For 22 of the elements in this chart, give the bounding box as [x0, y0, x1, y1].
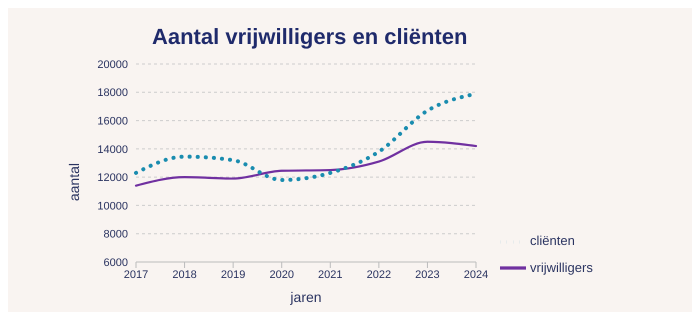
- x-tick-label: 2021: [318, 268, 343, 281]
- y-tick-label: 14000: [97, 144, 128, 156]
- line-series: [134, 140, 478, 187]
- x-tick-label: 2017: [124, 268, 148, 281]
- legend-label: cliënten: [530, 233, 575, 248]
- x-tick-label: 2020: [269, 268, 294, 281]
- y-tick-label: 8000: [104, 228, 128, 241]
- y-tick-label: 12000: [97, 172, 128, 184]
- y-tick-label: 16000: [97, 115, 128, 128]
- x-tick-label: 2019: [220, 268, 246, 281]
- chart-title: Aantal vrijwilligers en cliënten: [152, 24, 468, 50]
- legend-label: vrijwilligers: [530, 260, 593, 275]
- y-tick-label: 20000: [97, 58, 128, 71]
- x-axis-title: jaren: [289, 289, 322, 305]
- y-tick-label: 10000: [97, 200, 128, 212]
- x-tick-label: 2022: [366, 268, 392, 281]
- x-tick-label: 2018: [172, 268, 197, 281]
- y-tick-label: 6000: [104, 256, 128, 269]
- x-tick-label: 2023: [415, 268, 440, 281]
- y-tick-label: 18000: [97, 87, 128, 100]
- y-axis-title: aantal: [66, 163, 82, 202]
- x-tick-label: 2024: [464, 268, 488, 281]
